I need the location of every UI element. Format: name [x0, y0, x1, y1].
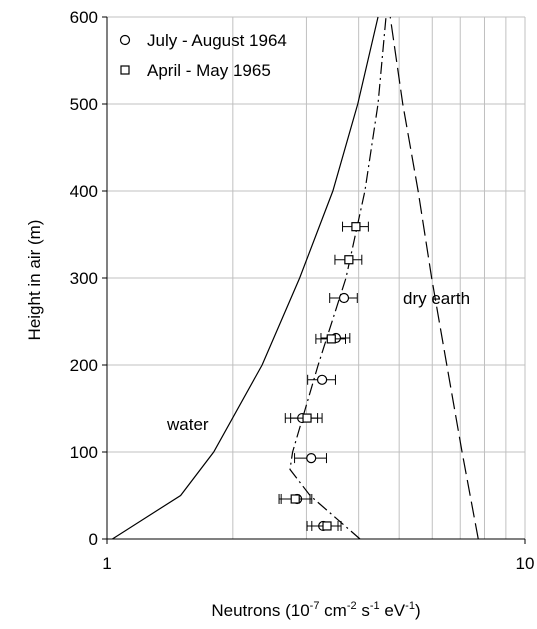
marker	[338, 292, 350, 304]
x-tick-label: 10	[516, 554, 535, 573]
legend-label: April - May 1965	[147, 61, 271, 80]
y-tick-label: 200	[70, 356, 98, 375]
x-axis-label-part: Neutrons (10	[211, 601, 309, 620]
y-tick-label: 0	[89, 530, 98, 549]
x-axis-label: Neutrons (10-7 cm-2 s-1 eV-1)	[211, 600, 420, 620]
y-tick-label: 100	[70, 443, 98, 462]
y-tick-label: 300	[70, 269, 98, 288]
marker	[326, 334, 336, 344]
y-tick-label: 400	[70, 182, 98, 201]
y-tick-label: 500	[70, 95, 98, 114]
curve	[289, 16, 387, 540]
legend-label: July - August 1964	[147, 31, 287, 50]
marker	[302, 413, 312, 423]
x-axis-label-part: s	[357, 601, 370, 620]
x-axis-label-part: cm	[319, 601, 346, 620]
curve	[389, 16, 479, 540]
y-tick-label: 600	[70, 8, 98, 27]
x-axis-label-part: -7	[310, 600, 320, 612]
marker	[306, 452, 317, 464]
x-axis-label-part: -1	[405, 600, 415, 612]
x-axis-label-part: -1	[370, 600, 380, 612]
x-axis-label-part: -2	[347, 600, 357, 612]
marker	[120, 65, 130, 75]
marker	[351, 222, 361, 232]
y-axis-label: Height in air (m)	[25, 220, 44, 341]
marker	[119, 34, 131, 46]
annotation: water	[166, 415, 209, 434]
marker	[316, 374, 328, 385]
x-axis-label-part: eV	[380, 601, 406, 620]
marker	[322, 521, 332, 531]
marker	[344, 255, 354, 265]
x-axis-label-part: )	[415, 601, 421, 620]
marker	[290, 494, 300, 504]
x-tick-label: 1	[102, 554, 111, 573]
curve	[112, 16, 379, 540]
annotation: dry earth	[403, 289, 470, 308]
